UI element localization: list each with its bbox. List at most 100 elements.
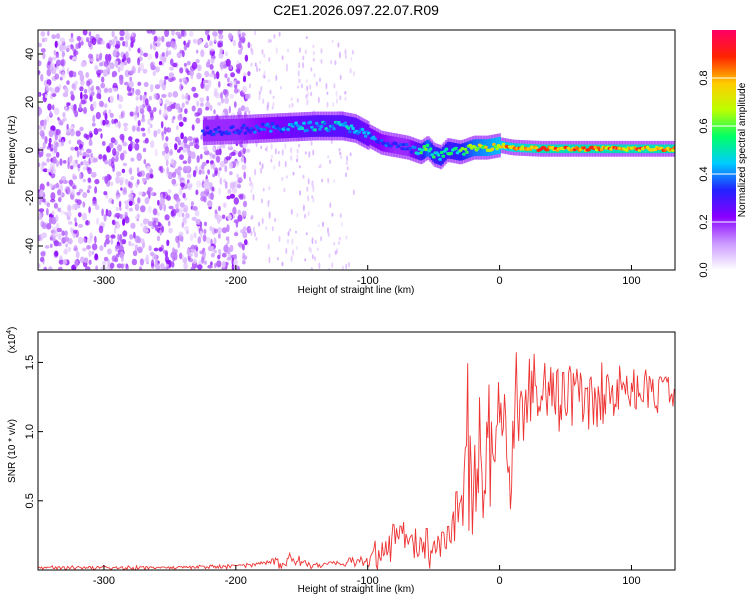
noise-mark bbox=[306, 85, 309, 92]
noise-mark bbox=[137, 120, 141, 127]
noise-mark bbox=[188, 70, 195, 76]
noise-mark bbox=[221, 214, 226, 220]
noise-mark bbox=[205, 42, 209, 48]
noise-mark bbox=[182, 192, 186, 199]
noise-mark bbox=[73, 245, 78, 251]
noise-mark bbox=[91, 243, 98, 251]
ridge-band bbox=[361, 121, 364, 143]
spectrogram-noise bbox=[38, 30, 355, 270]
noise-mark bbox=[69, 179, 73, 187]
noise-mark bbox=[289, 228, 292, 232]
noise-mark bbox=[182, 117, 187, 122]
noise-mark bbox=[259, 60, 262, 64]
ridge-core bbox=[460, 147, 465, 151]
ridge-band bbox=[394, 136, 397, 154]
noise-mark bbox=[86, 237, 93, 244]
noise-mark bbox=[298, 62, 301, 69]
noise-mark bbox=[101, 76, 105, 83]
noise-mark bbox=[277, 150, 280, 155]
noise-mark bbox=[40, 251, 46, 257]
noise-mark bbox=[305, 79, 308, 83]
ridge-core bbox=[318, 127, 322, 131]
noise-mark bbox=[183, 136, 188, 144]
noise-mark bbox=[250, 62, 253, 67]
ridge-core bbox=[416, 152, 421, 156]
noise-mark bbox=[55, 53, 60, 59]
noise-mark bbox=[292, 249, 295, 256]
noise-mark bbox=[67, 211, 72, 217]
noise-mark bbox=[119, 30, 125, 37]
noise-mark bbox=[153, 217, 159, 224]
noise-mark bbox=[80, 99, 86, 105]
noise-mark bbox=[212, 146, 216, 152]
noise-mark bbox=[258, 68, 261, 72]
noise-mark bbox=[164, 30, 170, 37]
noise-mark bbox=[267, 243, 270, 250]
noise-mark bbox=[91, 122, 96, 127]
noise-mark bbox=[140, 222, 144, 227]
noise-mark bbox=[267, 101, 270, 109]
noise-mark bbox=[52, 226, 57, 231]
noise-mark bbox=[183, 44, 188, 51]
noise-mark bbox=[161, 35, 165, 43]
noise-mark bbox=[268, 256, 271, 264]
noise-mark bbox=[109, 112, 114, 119]
noise-mark bbox=[128, 168, 132, 174]
noise-mark bbox=[107, 87, 113, 93]
noise-mark bbox=[331, 262, 334, 268]
noise-mark bbox=[38, 42, 43, 48]
ridge-core bbox=[441, 154, 446, 158]
noise-mark bbox=[98, 100, 104, 108]
noise-mark bbox=[285, 247, 288, 255]
noise-mark bbox=[264, 147, 267, 152]
noise-mark bbox=[137, 246, 143, 254]
noise-mark bbox=[143, 81, 149, 88]
noise-mark bbox=[196, 49, 199, 54]
x-tick-label: -100 bbox=[357, 275, 379, 287]
noise-mark bbox=[162, 150, 166, 156]
ridge-core bbox=[672, 146, 675, 150]
noise-mark bbox=[135, 105, 139, 114]
noise-mark bbox=[274, 218, 277, 222]
noise-mark bbox=[142, 218, 148, 225]
ridge-core bbox=[363, 134, 368, 138]
noise-mark bbox=[213, 249, 217, 254]
noise-mark bbox=[335, 90, 338, 98]
spectrogram-x-ticks: -300 -200 -100 0 100 bbox=[93, 265, 641, 287]
noise-mark bbox=[189, 141, 194, 147]
ridge-core bbox=[230, 125, 235, 129]
noise-mark bbox=[191, 86, 197, 92]
noise-mark bbox=[41, 232, 47, 239]
noise-mark bbox=[115, 60, 119, 69]
noise-mark bbox=[161, 93, 167, 98]
noise-mark bbox=[76, 139, 82, 145]
noise-mark bbox=[312, 149, 315, 156]
noise-mark bbox=[117, 233, 120, 242]
noise-mark bbox=[167, 171, 173, 180]
noise-mark bbox=[200, 49, 205, 58]
noise-mark bbox=[108, 175, 112, 181]
noise-mark bbox=[77, 236, 84, 244]
noise-mark bbox=[103, 103, 108, 108]
noise-mark bbox=[254, 30, 257, 36]
noise-mark bbox=[74, 259, 79, 268]
noise-mark bbox=[202, 234, 207, 242]
noise-mark bbox=[269, 39, 272, 43]
colorbar-ticks: 0.0 0.2 0.4 0.6 0.8 bbox=[698, 70, 736, 278]
noise-mark bbox=[65, 44, 72, 52]
noise-mark bbox=[38, 143, 41, 147]
colorbar-tick-label: 0.6 bbox=[698, 118, 710, 133]
noise-mark bbox=[199, 102, 204, 107]
ridge-core bbox=[302, 121, 307, 125]
noise-mark bbox=[205, 106, 210, 111]
ridge-core bbox=[428, 147, 433, 151]
noise-mark bbox=[136, 153, 142, 161]
noise-mark bbox=[249, 176, 251, 182]
noise-mark bbox=[176, 136, 181, 141]
noise-mark bbox=[348, 261, 351, 268]
noise-mark bbox=[322, 221, 324, 228]
ridge-band bbox=[427, 139, 430, 157]
ridge-core bbox=[295, 124, 300, 128]
ridge-band bbox=[221, 119, 224, 141]
noise-mark bbox=[137, 81, 142, 87]
